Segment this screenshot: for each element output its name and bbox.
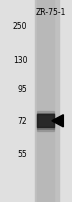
Bar (35, 0, 59, 202)
Bar (37, 0, 54, 202)
Text: 55: 55 (18, 149, 27, 158)
Bar (37, 113, 54, 129)
Text: 72: 72 (18, 117, 27, 126)
Text: ZR-75-1: ZR-75-1 (35, 8, 66, 17)
Bar (37, 111, 54, 131)
Text: 250: 250 (13, 22, 27, 31)
Bar (37, 115, 54, 128)
Text: 95: 95 (18, 84, 27, 93)
Text: 130: 130 (13, 56, 27, 65)
Polygon shape (52, 115, 63, 127)
